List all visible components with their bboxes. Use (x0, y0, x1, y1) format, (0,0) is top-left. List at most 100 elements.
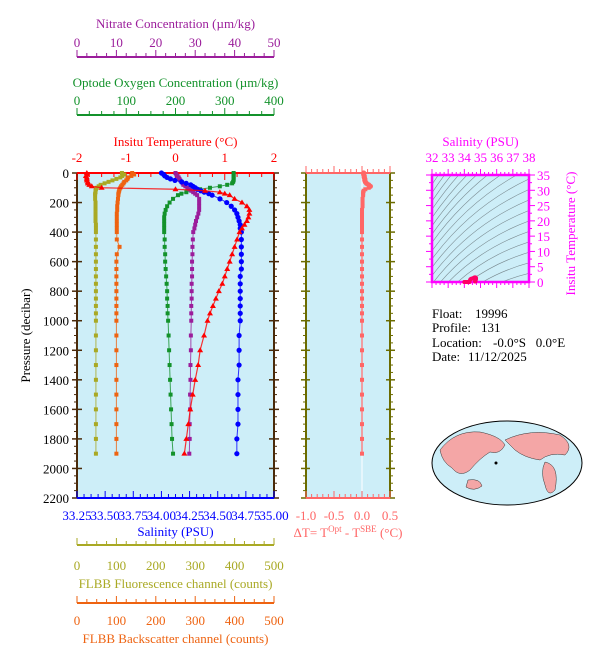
oxygen-point (164, 281, 169, 286)
temperature-point (209, 302, 216, 308)
fluorescence-point (93, 252, 98, 257)
backscatter-point (115, 196, 120, 201)
ts-background (432, 175, 529, 282)
pressure-tick-label: 2000 (43, 461, 69, 476)
temperature-point (238, 225, 245, 231)
density-contour (440, 220, 529, 282)
profile-value: 131 (481, 320, 501, 335)
fluorescence-axis-title: FLBB Fluorescence channel (counts) (79, 576, 273, 591)
nitrate-point (197, 204, 202, 209)
delta-t-point (360, 363, 364, 368)
delta-t-point (360, 244, 364, 249)
nitrate-point (197, 196, 202, 201)
fluorescence-axis: 0 100 200 300 400 500 FLBB Fluorescence channe… (74, 538, 284, 591)
float-location-marker (494, 461, 498, 465)
oxygen-point (162, 230, 167, 235)
ts-x-tick-label: 34 (458, 150, 472, 165)
oxygen-tick-label: 100 (117, 93, 137, 108)
salinity-point (235, 421, 241, 427)
salinity-point (179, 179, 185, 185)
oxygen-point (165, 289, 170, 294)
oxygen-point (162, 211, 167, 216)
salinity-point (237, 288, 243, 294)
oxygen-point (168, 392, 173, 397)
fluorescence-point (93, 196, 98, 201)
salinity-point (235, 377, 241, 383)
density-contour (432, 175, 445, 194)
ts-x-axis-title: Salinity (PSU) (442, 134, 518, 149)
temperature-point (183, 435, 190, 441)
delta-t-point (360, 230, 364, 235)
nitrate-point (189, 296, 194, 301)
temperature-point (216, 189, 223, 195)
temperature-point (212, 295, 219, 301)
salinity-tick-label: 33.25 (62, 508, 91, 523)
oxygen-point (163, 207, 168, 212)
fluorescence-point (93, 204, 98, 209)
backscatter-point (114, 274, 119, 279)
temperature-point (236, 229, 243, 235)
backscatter-axis: 0 100 200 300 400 500 FLBB Backscatter channel… (74, 596, 284, 646)
salinity-point (237, 222, 243, 228)
salinity-point (237, 281, 243, 287)
backscatter-point (114, 363, 119, 368)
oxygen-point (184, 190, 189, 195)
ts-y-tick-label: 10 (537, 244, 550, 259)
backscatter-point (114, 318, 119, 323)
oxygen-point (163, 259, 168, 264)
nitrate-point (195, 193, 200, 198)
nitrate-point (190, 259, 195, 264)
oxygen-point (165, 311, 170, 316)
delta-t-point (360, 207, 364, 212)
salinity-point (235, 391, 241, 398)
oxygen-point (167, 348, 172, 353)
backscatter-point (129, 173, 134, 178)
nitrate-point (188, 333, 193, 338)
temperature-point (234, 236, 241, 242)
salinity-tick-label: 33.50 (91, 508, 120, 523)
density-contours (432, 175, 529, 282)
nitrate-point (190, 252, 195, 257)
delta-t-point (360, 451, 364, 456)
fluorescence-point (110, 178, 115, 183)
delta-t-point (360, 259, 364, 264)
oxygen-point (165, 303, 170, 308)
backscatter-point (114, 215, 119, 220)
oxygen-point (162, 215, 167, 220)
delta-t-point (360, 348, 364, 353)
backscatter-point (116, 193, 121, 198)
delta-t-point (360, 274, 364, 279)
fluorescence-point (93, 207, 98, 212)
ts-x-tick-label: 35 (474, 150, 487, 165)
oxygen-point (163, 267, 168, 272)
delta-t-point (360, 436, 364, 441)
salinity-point (224, 199, 230, 206)
delta-t-point (360, 222, 364, 227)
oxygen-point (166, 333, 171, 338)
main-profile-plot: 0200400600800100012001400160018002000220… (18, 16, 289, 646)
density-contour (432, 175, 468, 219)
density-contour (432, 175, 489, 235)
fluorescence-point (93, 407, 98, 412)
salinity-point (183, 180, 189, 186)
oxygen-point (165, 204, 170, 209)
delta-t-axis-title: ΔT= TOpt - TSBE (°C) (294, 524, 403, 540)
density-contour (432, 199, 529, 277)
temperature-point (238, 199, 245, 205)
temperature-point (189, 391, 196, 397)
oxygen-point (167, 200, 172, 205)
temperature-point (231, 243, 238, 249)
delta-t-point (360, 318, 364, 323)
salinity-point (167, 176, 174, 182)
ts-y-axis-title: Insitu Temperature (°C) (563, 172, 578, 296)
salinity-axis-title: Salinity (PSU) (137, 524, 213, 539)
pressure-tick-label: 0 (63, 166, 70, 181)
fluorescence-tick-label: 100 (107, 558, 127, 573)
backscatter-axis-title: FLBB Backscatter channel (counts) (83, 631, 269, 646)
delta-t-point (361, 193, 366, 198)
temperature-point (185, 421, 192, 427)
backscatter-point (132, 172, 137, 177)
oxygen-point (168, 377, 173, 382)
density-contour (432, 175, 502, 244)
oxygen-point (162, 237, 167, 242)
